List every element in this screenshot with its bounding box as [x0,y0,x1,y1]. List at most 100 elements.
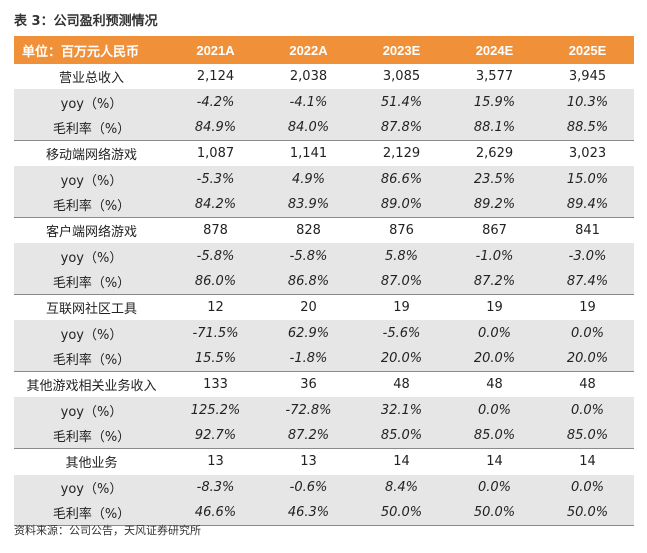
metric-row: 毛利率（%） 92.7% 87.2% 85.0% 85.0% 85.0% [14,422,634,450]
value-cell: 89.2% [448,191,541,219]
value-cell: 3,085 [355,64,448,90]
value-cell: 48 [448,371,541,398]
metric-row: yoy（%） -5.8% -5.8% 5.8% -1.0% -3.0% [14,243,634,269]
value-cell: 4.9% [262,166,355,192]
value-cell: 2,038 [262,64,355,90]
table-body: 营业总收入 2,124 2,038 3,085 3,577 3,945 yoy（%） -4.2… [14,64,634,527]
metric-row: 毛利率（%） 46.6% 46.3% 50.0% 50.0% 50.0% [14,499,634,527]
value-cell: 20.0% [355,345,448,373]
value-cell: 13 [169,448,262,475]
value-cell: 87.4% [541,268,634,296]
value-cell: 86.8% [262,268,355,296]
value-cell: 8.4% [355,474,448,500]
table-title: 表 3：公司盈利预测情况 [14,14,158,29]
value-cell: 89.0% [355,191,448,219]
value-cell: 125.2% [169,397,262,423]
value-cell: 19 [541,294,634,321]
segment-row: 移动端网络游戏 1,087 1,141 2,129 2,629 3,023 [14,140,634,167]
value-cell: 84.9% [169,114,262,142]
row-label: 毛利率（%） [14,499,169,527]
value-cell: 87.0% [355,268,448,296]
value-cell: 15.9% [448,89,541,115]
row-label: 毛利率（%） [14,345,169,373]
value-cell: 88.1% [448,114,541,142]
row-label: 毛利率（%） [14,422,169,450]
metric-row: yoy（%） -4.2% -4.1% 51.4% 15.9% 10.3% [14,89,634,115]
value-cell: -5.8% [169,243,262,269]
value-cell: -71.5% [169,320,262,346]
segment-row: 互联网社区工具 12 20 19 19 19 [14,294,634,321]
row-label: 毛利率（%） [14,268,169,296]
metric-row: 毛利率（%） 15.5% -1.8% 20.0% 20.0% 20.0% [14,345,634,373]
metric-row: yoy（%） 125.2% -72.8% 32.1% 0.0% 0.0% [14,397,634,423]
value-cell: 0.0% [448,397,541,423]
value-cell: 3,023 [541,140,634,167]
value-cell: 48 [541,371,634,398]
value-cell: 50.0% [355,499,448,527]
segment-row: 其他业务 13 13 14 14 14 [14,448,634,475]
value-cell: 89.4% [541,191,634,219]
value-cell: 51.4% [355,89,448,115]
value-cell: 87.2% [262,422,355,450]
row-label: 毛利率（%） [14,191,169,219]
value-cell: 85.0% [448,422,541,450]
value-cell: 5.8% [355,243,448,269]
value-cell: 3,577 [448,64,541,90]
value-cell: 2,629 [448,140,541,167]
value-cell: -5.3% [169,166,262,192]
value-cell: 36 [262,371,355,398]
value-cell: -5.8% [262,243,355,269]
header-2025E: 2025E [541,36,634,64]
value-cell: -1.8% [262,345,355,373]
row-label: 移动端网络游戏 [14,140,169,167]
value-cell: 10.3% [541,89,634,115]
value-cell: 23.5% [448,166,541,192]
value-cell: 87.2% [448,268,541,296]
metric-row: yoy（%） -5.3% 4.9% 86.6% 23.5% 15.0% [14,166,634,192]
value-cell: 14 [541,448,634,475]
value-cell: 133 [169,371,262,398]
value-cell: 86.6% [355,166,448,192]
value-cell: -5.6% [355,320,448,346]
value-cell: 32.1% [355,397,448,423]
value-cell: 2,124 [169,64,262,90]
value-cell: -4.1% [262,89,355,115]
metric-row: yoy（%） -8.3% -0.6% 8.4% 0.0% 0.0% [14,474,634,500]
value-cell: -1.0% [448,243,541,269]
value-cell: 12 [169,294,262,321]
row-label: 其他业务 [14,448,169,475]
metric-row: 毛利率（%） 86.0% 86.8% 87.0% 87.2% 87.4% [14,268,634,296]
value-cell: 867 [448,217,541,244]
header-unit: 单位：百万元人民币 [14,36,169,64]
value-cell: -3.0% [541,243,634,269]
value-cell: 20 [262,294,355,321]
value-cell: 19 [448,294,541,321]
header-2021A: 2021A [169,36,262,64]
row-label: yoy（%） [14,397,169,423]
metric-row: yoy（%） -71.5% 62.9% -5.6% 0.0% 0.0% [14,320,634,346]
value-cell: 15.0% [541,166,634,192]
row-label: yoy（%） [14,320,169,346]
value-cell: -0.6% [262,474,355,500]
value-cell: 14 [355,448,448,475]
segment-row: 客户端网络游戏 878 828 876 867 841 [14,217,634,244]
value-cell: 85.0% [541,422,634,450]
value-cell: 878 [169,217,262,244]
value-cell: -4.2% [169,89,262,115]
value-cell: 87.8% [355,114,448,142]
value-cell: 876 [355,217,448,244]
value-cell: 50.0% [541,499,634,527]
value-cell: 84.0% [262,114,355,142]
row-label: 客户端网络游戏 [14,217,169,244]
value-cell: 841 [541,217,634,244]
value-cell: 19 [355,294,448,321]
value-cell: 13 [262,448,355,475]
value-cell: -8.3% [169,474,262,500]
value-cell: 0.0% [448,320,541,346]
row-label: yoy（%） [14,166,169,192]
value-cell: 828 [262,217,355,244]
value-cell: 0.0% [541,397,634,423]
value-cell: 0.0% [448,474,541,500]
header-2023E: 2023E [355,36,448,64]
row-label: yoy（%） [14,243,169,269]
